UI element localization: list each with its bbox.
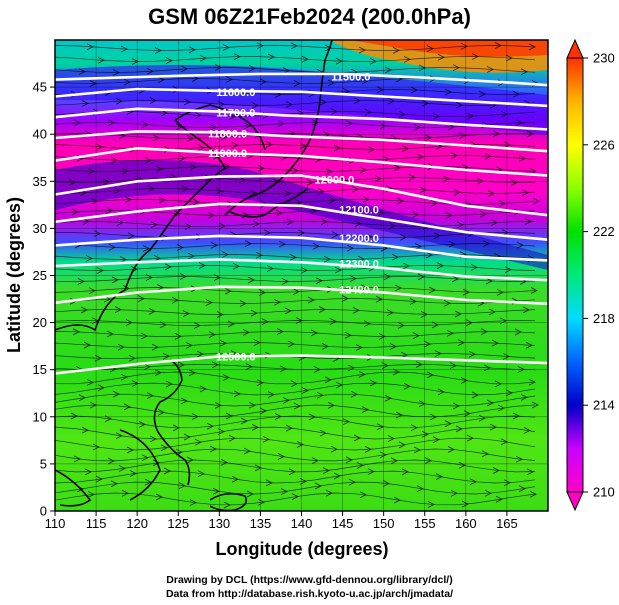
colorbar-tick-label: 226	[593, 137, 615, 152]
contour-line	[54, 147, 549, 177]
geopotential-contours	[54, 72, 549, 375]
contour-line	[54, 354, 549, 375]
y-tick-label: 0	[40, 504, 47, 519]
contour-line	[54, 87, 549, 108]
x-tick-label: 130	[208, 516, 230, 531]
contour-label: 12400.0	[339, 285, 379, 297]
y-tick-label: 20	[33, 315, 47, 330]
colorbar: 210 214 218 222 226 230	[566, 38, 615, 512]
contour-label: 11600.0	[216, 87, 255, 99]
colorbar-tick-label: 210	[593, 485, 615, 500]
lat-lon-grid	[55, 40, 548, 511]
y-tick-label: 40	[33, 127, 47, 142]
colorbar-tick-label: 230	[593, 51, 615, 66]
contour-label: 11800.0	[208, 128, 247, 140]
colorbar-tick-label: 214	[593, 398, 615, 413]
contour-line	[54, 174, 549, 217]
credit-drawing: Drawing by DCL (https://www.gfd-dennou.o…	[166, 574, 453, 586]
x-tick-label: 115	[86, 516, 107, 531]
y-axis-title: Latitude (degrees)	[4, 197, 24, 353]
x-tick-label: 155	[414, 516, 436, 531]
y-tick-label: 45	[33, 80, 47, 95]
colorbar-bottom-arrow	[566, 491, 584, 512]
x-tick-label: 160	[455, 516, 477, 531]
x-tick-label: 135	[250, 516, 272, 531]
contour-label: 12000.0	[314, 174, 354, 186]
y-tick-label: 15	[33, 362, 47, 377]
x-axis: 110 115 120 125 130 135 140 145 150 155 160 165	[45, 511, 518, 531]
wind-streamlines	[55, 42, 540, 509]
x-tick-label: 140	[291, 516, 313, 531]
contour-line	[54, 285, 549, 306]
x-tick-label: 120	[126, 516, 148, 531]
contour-label: 12300.0	[339, 258, 379, 270]
y-tick-label: 5	[40, 456, 47, 471]
contour-label: 12200.0	[339, 233, 379, 245]
contour-line	[54, 258, 549, 282]
y-tick-label: 25	[33, 268, 47, 283]
x-axis-title: Longitude (degrees)	[215, 539, 388, 559]
y-axis: 0 5 10 15 20 25 30 35 40 45	[33, 80, 55, 519]
y-tick-label: 35	[33, 174, 47, 189]
x-tick-label: 110	[45, 516, 66, 531]
colorbar-gradient	[566, 57, 584, 493]
chart-title: GSM 06Z21Feb2024 (200.0hPa)	[148, 4, 471, 29]
x-tick-label: 165	[496, 516, 518, 531]
contour-label: 12100.0	[339, 205, 379, 217]
y-tick-label: 30	[33, 221, 47, 236]
contour-line	[54, 234, 549, 262]
x-tick-label: 150	[373, 516, 395, 531]
contour-label: 11900.0	[208, 148, 247, 160]
colorbar-tick-label: 218	[593, 311, 615, 326]
colorbar-top-arrow	[566, 38, 584, 59]
x-tick-label: 145	[332, 516, 354, 531]
colorbar-tick-label: 222	[593, 224, 615, 239]
contour-line	[54, 202, 549, 241]
contour-line	[54, 107, 549, 131]
contour-line	[54, 72, 549, 87]
credit-data-source: Data from http://database.rish.kyoto-u.a…	[165, 588, 454, 600]
x-tick-label: 125	[167, 516, 189, 531]
contour-line	[54, 130, 549, 153]
y-tick-label: 10	[33, 409, 47, 424]
contour-label: 11500.0	[331, 72, 370, 84]
contour-labels: 11500.0 11600.0 11700.0 11800.0 11900.0 12000…	[208, 72, 379, 364]
contour-label: 12500.0	[216, 352, 256, 364]
contour-label: 11700.0	[216, 108, 255, 120]
